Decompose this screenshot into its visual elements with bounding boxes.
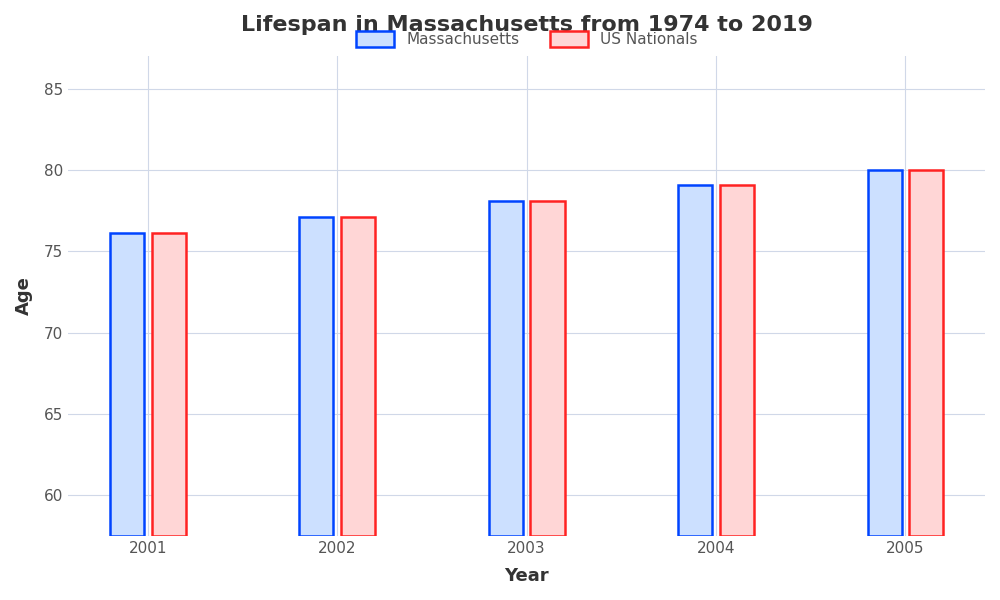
Bar (909, 170, 943, 536)
Bar (341, 217, 375, 536)
Bar (868, 170, 902, 536)
Bar (110, 233, 144, 536)
Bar (530, 201, 565, 536)
Bar (720, 185, 754, 536)
Bar (489, 201, 523, 536)
Y-axis label: Age: Age (15, 277, 33, 316)
Legend: Massachusetts, US Nationals: Massachusetts, US Nationals (350, 25, 704, 53)
X-axis label: Year: Year (504, 567, 549, 585)
Bar (299, 217, 333, 536)
Bar (152, 233, 186, 536)
Bar (678, 185, 712, 536)
Title: Lifespan in Massachusetts from 1974 to 2019: Lifespan in Massachusetts from 1974 to 2… (241, 15, 813, 35)
